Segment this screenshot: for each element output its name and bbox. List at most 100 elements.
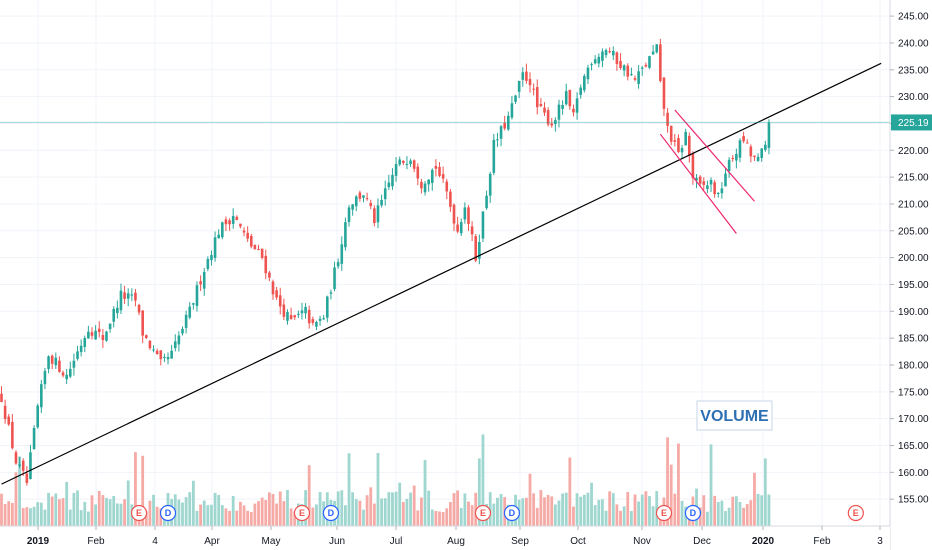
candle-body xyxy=(423,183,427,193)
volume-bar xyxy=(626,492,630,526)
volume-bar xyxy=(3,504,7,526)
candle-body xyxy=(58,360,61,372)
price-axis[interactable]: 155.00 160.00 165.00 170.00 175.00 180.00 185.… xyxy=(889,0,932,550)
candle-body xyxy=(521,72,525,80)
volume-bar xyxy=(611,493,615,526)
candle-body xyxy=(21,460,25,471)
candle-body xyxy=(539,103,543,107)
candle-body xyxy=(543,107,546,113)
price-tick-label: 200.00 xyxy=(898,253,929,264)
volume-bar xyxy=(713,495,717,526)
volume-bar xyxy=(191,480,195,526)
candle-body xyxy=(644,64,648,67)
candle-body xyxy=(470,226,474,235)
candle-body xyxy=(76,351,79,359)
candle-body xyxy=(54,357,58,366)
volume-bar xyxy=(86,511,90,526)
candle-body xyxy=(195,285,199,306)
candle-body xyxy=(351,204,354,210)
volume-bar xyxy=(307,465,311,526)
volume-bar xyxy=(318,492,322,526)
candle-body xyxy=(503,123,506,129)
candle-body xyxy=(293,315,297,318)
volume-bar xyxy=(362,509,365,526)
volume-bar xyxy=(706,511,709,526)
candle-body xyxy=(246,232,249,239)
volume-bar xyxy=(90,495,94,526)
candle-body xyxy=(572,108,575,113)
candle-body xyxy=(586,67,590,80)
candle-body xyxy=(271,281,275,295)
candle-body xyxy=(554,120,557,125)
volume-bar xyxy=(144,511,148,526)
candle-body xyxy=(688,135,691,156)
candle-body xyxy=(528,79,532,86)
candle-body xyxy=(720,188,724,194)
candle-body xyxy=(311,319,315,323)
marker-letter: E xyxy=(661,508,667,518)
price-axis-background xyxy=(890,0,932,550)
volume-bar xyxy=(79,510,83,526)
candle-body xyxy=(409,160,412,165)
candle-body xyxy=(767,122,771,148)
volume-bar xyxy=(532,493,536,526)
volume-bar xyxy=(344,505,347,526)
volume-bar xyxy=(539,490,543,526)
candle-body xyxy=(626,65,630,77)
marker-letter: E xyxy=(299,508,305,518)
drawing-tools[interactable] xyxy=(0,62,890,485)
candle-body xyxy=(173,341,177,349)
price-tick-label: 230.00 xyxy=(898,92,929,103)
volume-bar xyxy=(36,502,40,526)
volume-bar xyxy=(210,504,213,526)
candle-body xyxy=(648,56,651,68)
candle-body xyxy=(137,304,141,313)
volume-bar xyxy=(709,444,713,526)
dividend-marker xyxy=(159,504,177,522)
volume-bar xyxy=(477,458,481,526)
time-tick-label: Feb xyxy=(87,536,105,547)
candle-body xyxy=(420,181,423,189)
candle-body xyxy=(333,267,336,290)
candle-body xyxy=(47,356,50,369)
volume-bar xyxy=(604,510,608,526)
volume-bar xyxy=(745,504,749,526)
volume-bar xyxy=(235,510,239,526)
candle-body xyxy=(18,464,21,466)
volume-bar xyxy=(441,511,445,526)
candle-body xyxy=(463,207,467,220)
candle-body xyxy=(297,313,300,315)
volume-bar xyxy=(105,497,108,526)
marker-letter: D xyxy=(165,508,172,518)
candle-body xyxy=(210,254,213,261)
candle-body xyxy=(87,331,90,339)
candle-body xyxy=(184,314,188,328)
candle-body xyxy=(402,160,405,164)
time-axis[interactable]: 2019 Feb 4 Apr May Jun Jul Aug Sep Oct Nov Dec 2020 F… xyxy=(0,525,890,550)
candle-body xyxy=(282,304,286,317)
volume-bar xyxy=(278,491,282,526)
candle-body xyxy=(416,166,420,179)
candle-body xyxy=(655,44,659,53)
last-price-tag xyxy=(891,114,932,131)
candle-body xyxy=(318,318,322,321)
candle-body xyxy=(449,191,452,207)
candle-body xyxy=(593,59,597,64)
candle-body xyxy=(163,356,166,358)
price-tick-label: 175.00 xyxy=(898,387,929,398)
candle-body xyxy=(213,237,217,258)
volume-bar xyxy=(50,496,54,526)
volume-bar xyxy=(347,453,351,526)
volume-bar xyxy=(568,457,572,526)
volume-bar xyxy=(282,501,286,526)
volume-bar xyxy=(405,498,409,526)
volume-bar xyxy=(43,509,47,526)
volume-bar xyxy=(456,490,460,526)
volume-bar xyxy=(25,507,29,526)
volume-bar xyxy=(640,494,644,526)
candle-body xyxy=(257,249,260,251)
volume-bar xyxy=(61,498,65,526)
time-tick-label: Oct xyxy=(570,536,586,547)
